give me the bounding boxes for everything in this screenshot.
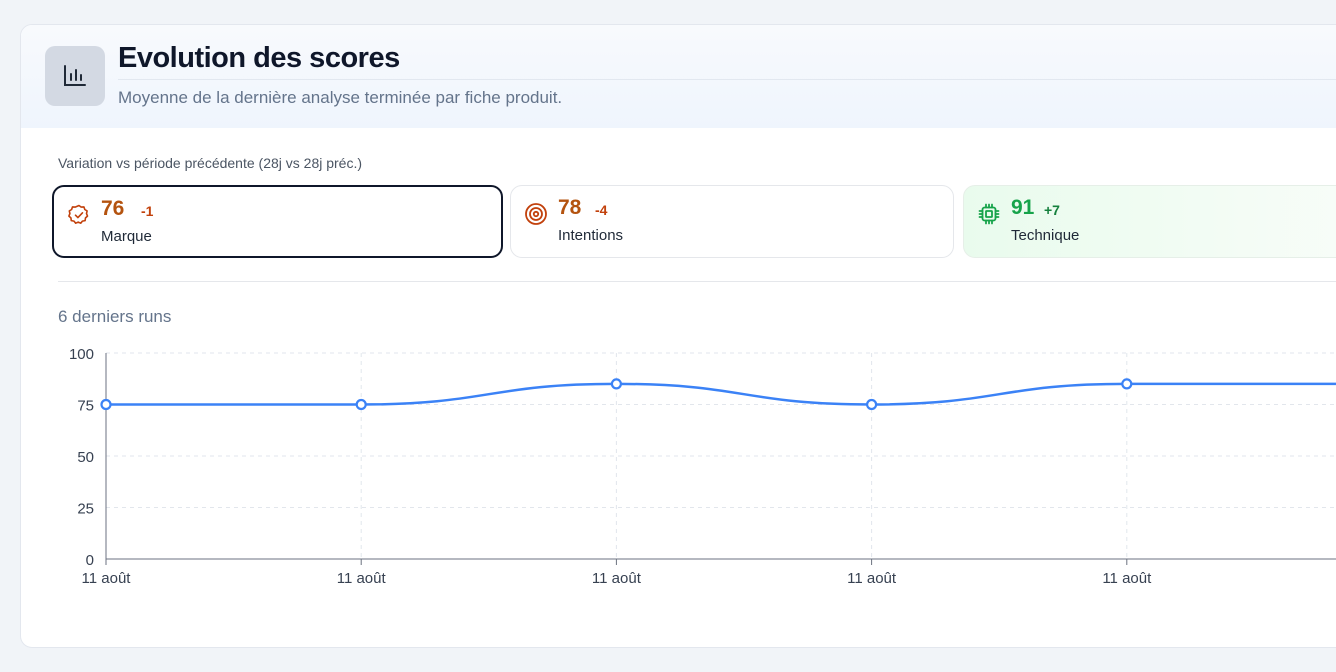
x-tick-label: 11 août xyxy=(847,570,897,587)
y-tick-label: 50 xyxy=(77,449,94,466)
cpu-chip-icon xyxy=(978,203,1000,225)
y-tick-label: 100 xyxy=(69,346,94,363)
metric-card-intentions[interactable]: 78 -4 Intentions xyxy=(510,185,954,258)
bar-chart-icon xyxy=(45,46,105,106)
variation-label: Variation vs période précédente (28j vs … xyxy=(58,155,363,171)
y-tick-label: 0 xyxy=(86,552,94,569)
title-divider xyxy=(118,79,1336,80)
page-title: Evolution des scores xyxy=(118,42,400,74)
data-point xyxy=(100,398,112,411)
data-point xyxy=(610,378,623,390)
metric-card-technique[interactable]: 91 +7 Technique xyxy=(963,185,1336,258)
metric-delta: +7 xyxy=(1044,202,1060,218)
metric-score: 91 xyxy=(1011,196,1035,219)
metric-delta: -1 xyxy=(141,203,154,219)
metric-score: 78 xyxy=(558,196,582,219)
data-point xyxy=(865,398,878,411)
page-subtitle: Moyenne de la dernière analyse terminée … xyxy=(118,88,563,107)
metric-label: Technique xyxy=(1011,227,1080,244)
y-tick-label: 25 xyxy=(77,501,94,518)
section-divider xyxy=(58,281,1336,282)
x-tick-label: 11 août xyxy=(592,570,642,587)
runs-label: 6 derniers runs xyxy=(58,307,172,326)
x-tick-label: 11 août xyxy=(337,570,387,587)
score-evolution-card: Evolution des scores Moyenne de la derni… xyxy=(20,24,1336,648)
data-point xyxy=(1121,378,1133,390)
metric-score: 76 xyxy=(101,197,125,220)
metric-label: Intentions xyxy=(558,227,624,244)
metric-delta: -4 xyxy=(595,202,608,218)
x-tick-label: 11 août xyxy=(1102,570,1152,587)
x-tick-label: 11 août xyxy=(82,570,132,587)
metric-label: Marque xyxy=(101,228,152,245)
metric-card-marque[interactable]: 76 -1 Marque xyxy=(52,185,503,258)
badge-check-icon xyxy=(68,204,89,224)
series-line xyxy=(106,382,1336,406)
data-point xyxy=(355,398,367,411)
target-icon xyxy=(525,203,547,225)
y-tick-label: 75 xyxy=(77,398,94,415)
card-header: Evolution des scores Moyenne de la derni… xyxy=(21,25,1336,128)
score-line-chart: 0 25 50 75 100 11 août 11 août 11 août 11 août 11… xyxy=(69,346,1336,587)
